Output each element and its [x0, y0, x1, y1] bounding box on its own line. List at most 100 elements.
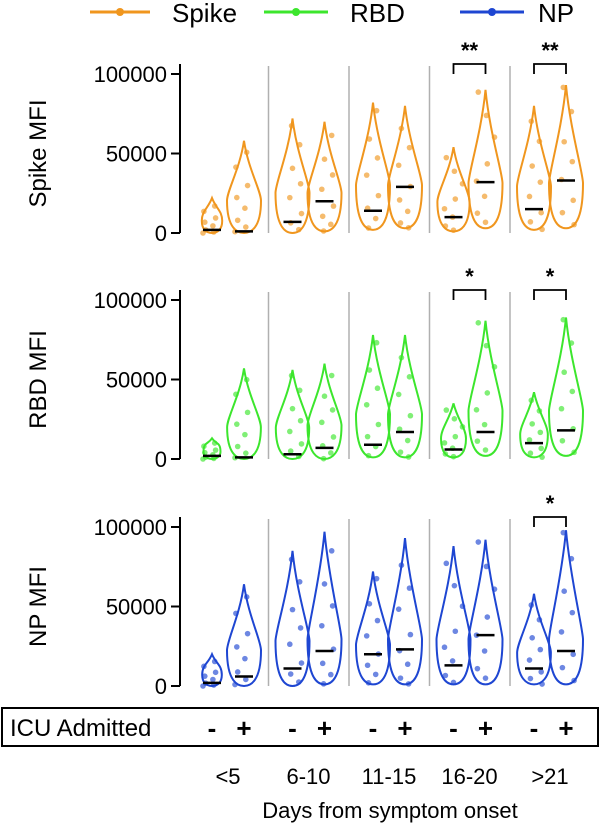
- data-point: [287, 194, 293, 201]
- data-point: [373, 107, 380, 114]
- data-point: [211, 203, 218, 209]
- y-tick-label: 0: [155, 447, 167, 472]
- y-axis-label: Spike MFI: [25, 99, 52, 207]
- data-point: [527, 675, 534, 682]
- data-point: [561, 138, 567, 145]
- violin: [274, 369, 311, 461]
- data-point: [297, 625, 304, 631]
- violin: [515, 105, 553, 231]
- data-point: [375, 421, 382, 428]
- data-point: [210, 676, 216, 683]
- data-point: [289, 165, 296, 172]
- data-point: [297, 180, 304, 187]
- significance-label: **: [541, 38, 559, 63]
- data-point: [328, 450, 334, 456]
- data-point: [202, 449, 208, 456]
- violin: [386, 105, 424, 230]
- data-point: [482, 447, 489, 453]
- data-point: [473, 407, 480, 413]
- icu-sign: -: [208, 713, 217, 743]
- data-point: [484, 161, 491, 167]
- legend-label-spike: Spike: [172, 0, 237, 28]
- data-point: [373, 339, 380, 346]
- data-point: [536, 616, 543, 623]
- violin: [386, 538, 424, 686]
- data-point: [330, 203, 337, 209]
- y-axis-label: RBD MFI: [25, 330, 52, 429]
- data-point: [529, 421, 535, 427]
- data-point: [395, 391, 402, 398]
- data-point: [483, 112, 490, 119]
- data-point: [449, 658, 456, 664]
- data-point: [320, 228, 327, 234]
- data-point: [536, 408, 543, 414]
- data-point: [233, 164, 239, 170]
- data-point: [212, 669, 219, 676]
- data-point: [321, 156, 328, 162]
- category-label: 16-20: [441, 764, 497, 789]
- y-tick-label: 0: [155, 221, 167, 246]
- data-point: [405, 454, 412, 460]
- data-point: [320, 455, 327, 462]
- data-point: [288, 372, 295, 379]
- data-point: [571, 449, 577, 456]
- icu-label: ICU Admitted: [10, 715, 151, 742]
- data-point: [202, 219, 208, 225]
- data-point: [406, 144, 413, 151]
- data-point: [296, 679, 302, 685]
- icu-sign: +: [317, 713, 332, 743]
- data-point: [474, 438, 481, 444]
- legend: Spike RBD NP: [90, 0, 574, 28]
- data-point: [374, 385, 381, 392]
- data-point: [244, 630, 251, 637]
- data-point: [319, 622, 325, 629]
- data-point: [491, 586, 498, 592]
- legend-item-spike: Spike: [90, 0, 237, 28]
- data-point: [374, 617, 381, 624]
- data-point: [450, 679, 457, 686]
- icu-sign: +: [478, 713, 493, 743]
- data-point: [404, 661, 411, 668]
- data-point: [202, 673, 208, 679]
- data-point: [396, 426, 403, 432]
- y-tick-label: 100000: [94, 62, 167, 87]
- data-point: [442, 451, 449, 457]
- data-point: [320, 681, 327, 687]
- data-point: [571, 221, 577, 228]
- data-point: [404, 437, 411, 444]
- data-point: [321, 581, 328, 587]
- data-point: [210, 223, 216, 229]
- legend-item-rbd: RBD: [264, 0, 405, 28]
- data-point: [319, 660, 326, 667]
- legend-marker-spike: [116, 8, 124, 16]
- violin: [547, 530, 585, 686]
- data-point: [243, 450, 249, 456]
- data-point: [526, 657, 533, 663]
- data-point: [451, 168, 458, 175]
- data-point: [561, 369, 567, 376]
- data-point: [538, 669, 544, 675]
- y-tick-label: 100000: [94, 515, 167, 540]
- data-point: [450, 453, 457, 460]
- data-point: [372, 215, 379, 222]
- data-point: [459, 180, 466, 187]
- icu-signs: - + - + - + - + - +: [208, 713, 574, 743]
- data-point: [366, 136, 373, 142]
- data-point: [234, 443, 241, 450]
- icu-box: [1, 707, 599, 747]
- data-point: [398, 125, 405, 132]
- data-point: [491, 134, 498, 140]
- data-point: [329, 603, 336, 609]
- data-point: [201, 208, 207, 215]
- icu-sign: +: [236, 713, 251, 743]
- data-point: [560, 316, 567, 323]
- data-point: [363, 633, 370, 639]
- data-point: [328, 132, 335, 139]
- data-point: [201, 443, 207, 450]
- data-point: [443, 154, 450, 161]
- data-point: [560, 84, 567, 91]
- icu-sign: -: [530, 713, 539, 743]
- data-point: [406, 585, 413, 591]
- violin: [354, 334, 392, 459]
- data-point: [537, 646, 544, 653]
